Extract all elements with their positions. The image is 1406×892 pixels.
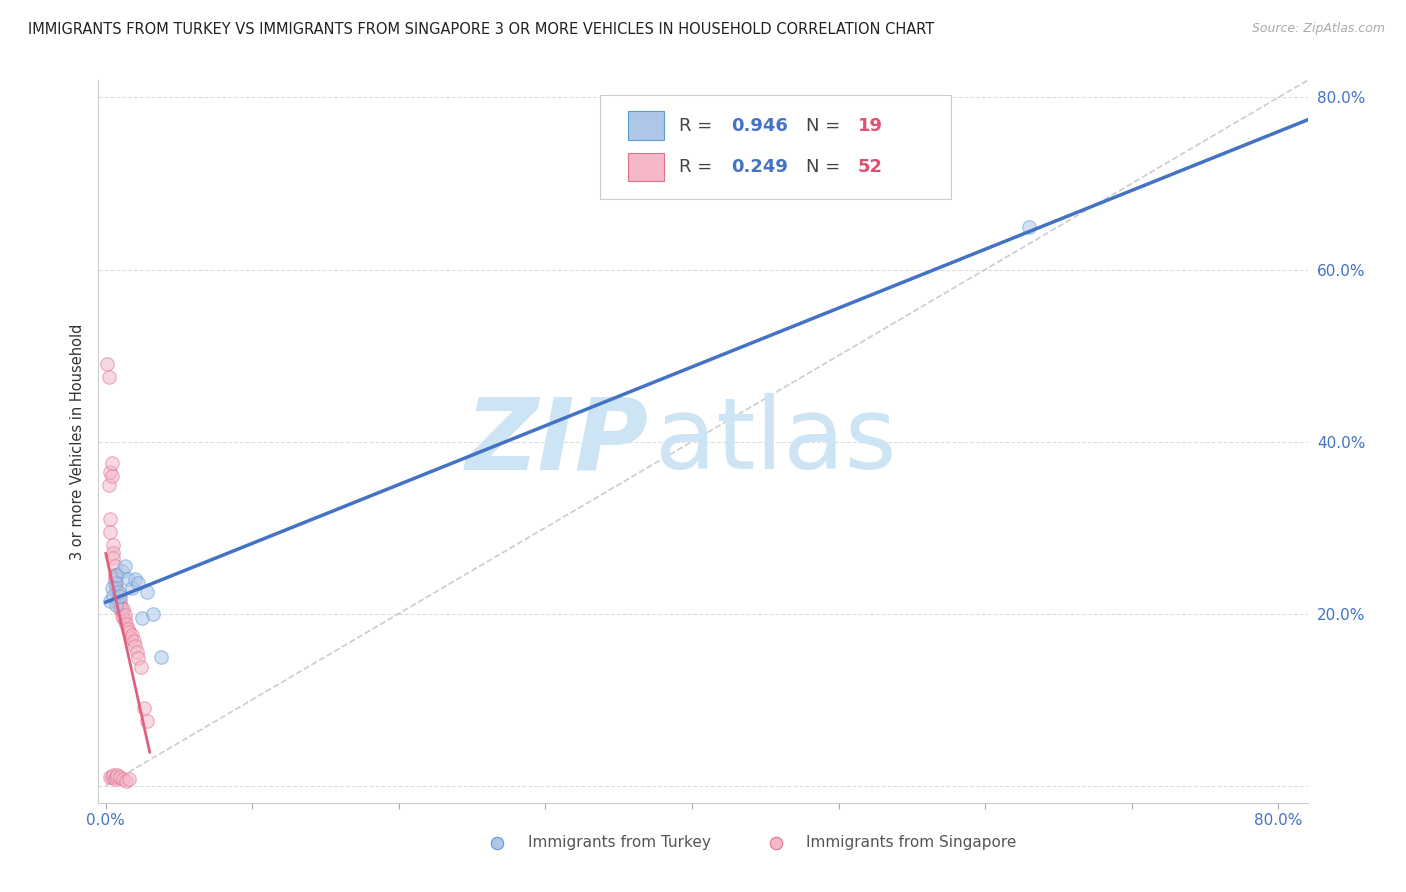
Point	[120, 631, 142, 645]
Point	[100, 581, 122, 595]
Point	[108, 590, 131, 604]
Point	[108, 598, 131, 612]
Text: 52: 52	[858, 158, 883, 176]
Point	[96, 357, 118, 371]
Point	[121, 581, 143, 595]
Point	[112, 611, 135, 625]
Text: 19: 19	[858, 117, 883, 135]
Point	[98, 524, 121, 539]
Point	[107, 585, 129, 599]
Point	[110, 593, 132, 607]
Point	[103, 576, 125, 591]
Point	[100, 469, 122, 483]
FancyBboxPatch shape	[600, 95, 950, 200]
FancyBboxPatch shape	[628, 112, 664, 140]
Point	[142, 607, 165, 621]
Point	[98, 770, 121, 784]
Point	[110, 598, 132, 612]
Text: IMMIGRANTS FROM TURKEY VS IMMIGRANTS FROM SINGAPORE 3 OR MORE VEHICLES IN HOUSEH: IMMIGRANTS FROM TURKEY VS IMMIGRANTS FRO…	[28, 22, 935, 37]
Point	[105, 770, 128, 784]
Point	[107, 593, 129, 607]
Point	[108, 585, 131, 599]
Point	[98, 512, 121, 526]
Point	[114, 614, 136, 628]
Point	[122, 634, 145, 648]
Point	[105, 582, 128, 597]
Point	[101, 768, 124, 782]
Point	[107, 567, 129, 582]
Point	[131, 611, 153, 625]
Point	[114, 608, 136, 623]
Point	[98, 465, 121, 479]
Point	[97, 370, 120, 384]
Point	[117, 572, 139, 586]
Point	[103, 567, 125, 582]
Point	[111, 608, 134, 623]
Point	[115, 616, 138, 631]
Point	[915, 826, 938, 840]
Text: R =: R =	[679, 158, 718, 176]
Text: atlas: atlas	[655, 393, 896, 490]
Point	[1018, 219, 1040, 234]
Text: Immigrants from Singapore: Immigrants from Singapore	[806, 835, 1017, 850]
Point	[111, 602, 134, 616]
Text: ZIP: ZIP	[465, 393, 648, 490]
Point	[117, 622, 139, 636]
Point	[124, 639, 146, 653]
Point	[98, 593, 121, 607]
Text: 0.946: 0.946	[731, 117, 787, 135]
Text: N =: N =	[806, 117, 846, 135]
Point	[135, 714, 157, 728]
Point	[107, 768, 129, 782]
Point	[101, 538, 124, 552]
Point	[115, 774, 138, 789]
Point	[101, 590, 124, 604]
FancyBboxPatch shape	[628, 153, 664, 181]
Point	[103, 572, 125, 586]
Point	[111, 564, 134, 578]
Text: Source: ZipAtlas.com: Source: ZipAtlas.com	[1251, 22, 1385, 36]
Point	[103, 559, 125, 574]
Point	[100, 456, 122, 470]
Point	[101, 550, 124, 565]
Point	[125, 645, 148, 659]
Text: R =: R =	[679, 117, 718, 135]
Point	[121, 628, 143, 642]
Point	[112, 772, 135, 786]
Point	[100, 770, 122, 784]
Point	[578, 826, 600, 840]
Point	[118, 772, 141, 786]
Point	[97, 477, 120, 491]
Point	[101, 546, 124, 560]
Text: N =: N =	[806, 158, 846, 176]
Point	[124, 572, 146, 586]
Y-axis label: 3 or more Vehicles in Household: 3 or more Vehicles in Household	[69, 324, 84, 559]
Point	[127, 651, 149, 665]
Text: 0.249: 0.249	[731, 158, 787, 176]
Point	[110, 770, 132, 784]
Point	[129, 660, 152, 674]
Point	[105, 598, 128, 612]
Point	[150, 649, 173, 664]
Text: Immigrants from Turkey: Immigrants from Turkey	[527, 835, 710, 850]
Point	[114, 559, 136, 574]
Point	[135, 585, 157, 599]
Point	[112, 602, 135, 616]
Point	[105, 576, 128, 591]
Point	[103, 772, 125, 786]
Point	[127, 576, 149, 591]
Point	[118, 625, 141, 640]
Point	[105, 567, 128, 582]
Point	[132, 701, 155, 715]
Point	[110, 602, 132, 616]
Point	[110, 590, 132, 604]
